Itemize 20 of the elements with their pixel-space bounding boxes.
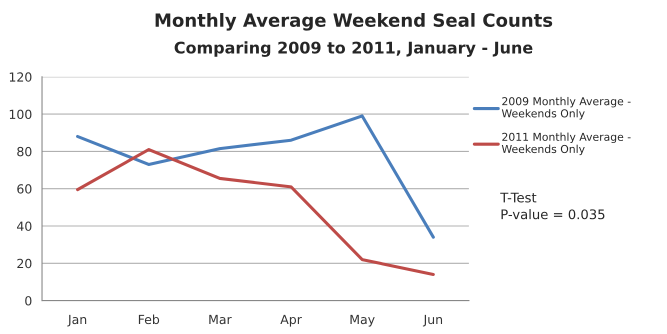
legend-label: 2009 Monthly Average - Weekends Only [502, 96, 631, 120]
y-tick-label: 0 [25, 296, 32, 306]
chart-subtitle: Comparing 2009 to 2011, January - June [174, 41, 532, 57]
x-tick-label: Jun [422, 314, 442, 326]
chart-title: Monthly Average Weekend Seal Counts [156, 13, 552, 31]
x-tick-label: Apr [280, 314, 302, 327]
text: T-Test P-value = 0.035 [500, 192, 604, 220]
y-tick-label: 60 [17, 184, 32, 194]
line-series [76, 114, 435, 239]
legend-label: 2011 Monthly Average - Weekends Only [502, 132, 631, 156]
x-tick-label: Jan [67, 314, 86, 326]
x-tick-label: May [350, 314, 375, 327]
x-tick-label: Feb [138, 314, 160, 324]
y-tick-label: 100 [10, 110, 32, 120]
y-tick-label: 40 [17, 221, 32, 231]
x-tick-label: Mar [209, 314, 232, 324]
y-tick-label: 120 [10, 72, 32, 82]
line-series [76, 148, 435, 276]
y-tick-label: 80 [17, 146, 32, 156]
y-tick-label: 20 [17, 258, 32, 268]
